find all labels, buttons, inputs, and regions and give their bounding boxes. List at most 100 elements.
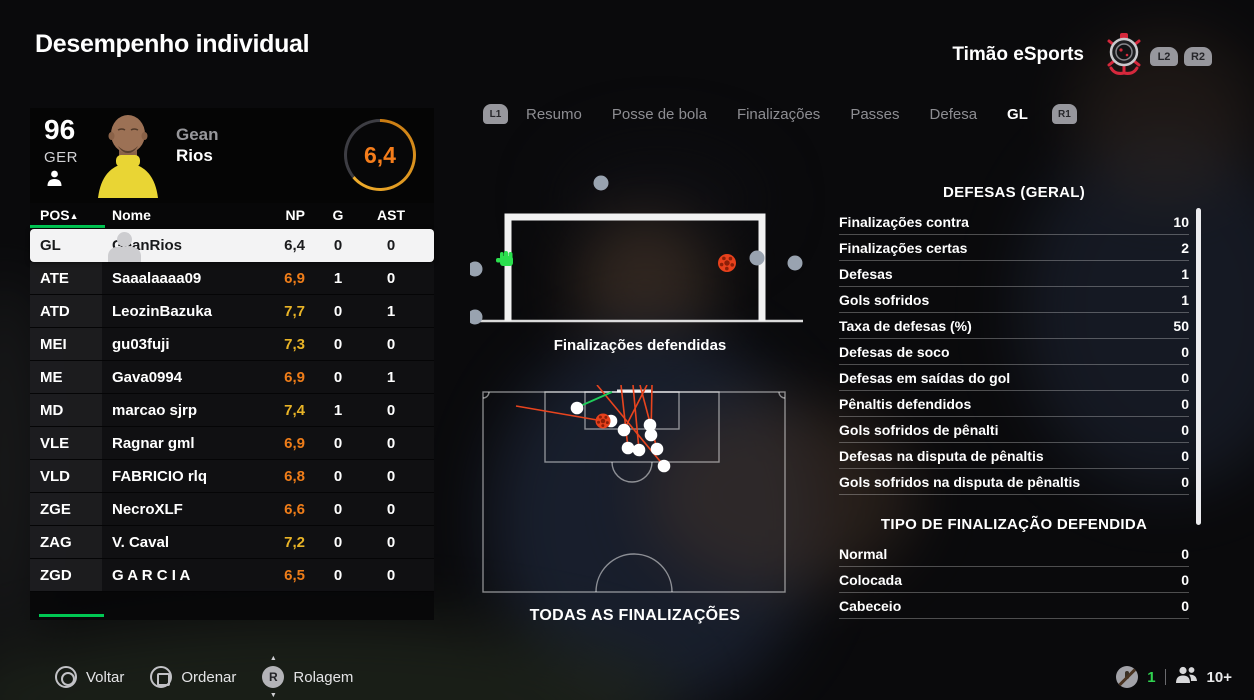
voice-muted-icon [1116,666,1139,688]
table-row[interactable]: ATE Saaalaaaa09 6,9 1 0 [30,262,434,295]
column-name[interactable]: Nome [112,207,151,223]
cell-np: 6,9 [284,368,305,386]
team-name: Timão eSports [952,44,1084,65]
team-crest-icon [1101,31,1147,84]
tab-defesa[interactable]: Defesa [929,105,978,123]
stat-label: Pênaltis defendidos [839,395,972,412]
shot-location-marker [650,442,664,456]
stat-value: 0 [1181,473,1189,490]
table-row[interactable]: VLE Ragnar gml 6,9 0 0 [30,427,434,460]
cell-g: 0 [333,335,343,353]
player-position: GER [44,149,79,166]
match-rating-ring: 6,4 [344,119,416,191]
stat-label: Finalizações certas [839,239,968,256]
cell-ast: 0 [386,566,396,584]
ball-marker-icon [595,413,611,429]
cell-np: 6,8 [284,467,305,485]
cell-name: FABRICIO rlq [112,467,208,485]
stat-row: Gols sofridos de pênalti 0 [839,417,1189,443]
table-row[interactable]: ZAG V. Caval 7,2 0 0 [30,526,434,559]
tab-bar: L1 Resumo Posse de bola Finalizações Passes… [483,104,1077,124]
tab-finaliza-es[interactable]: Finalizações [736,105,821,123]
missed-shot-marker [470,261,483,277]
scroll-button[interactable]: R Rolagem [262,666,353,688]
cell-name: Gava0994 [112,368,183,386]
l2-button-icon: L2 [1150,47,1178,66]
tab-list: Resumo Posse de bola Finalizações Passes Def… [526,106,1028,123]
stat-value: 0 [1181,571,1189,588]
stat-row: Defesas de soco 0 [839,339,1189,365]
cell-ast: 0 [386,335,396,353]
column-pos[interactable]: POS▲ [40,207,79,223]
all-shots-pitch-diagram [482,385,786,593]
stat-label: Defesas de soco [839,343,950,360]
player-last-name: Rios [176,146,213,165]
r2-button-icon: R2 [1184,47,1212,66]
stats-scrollbar[interactable] [1196,208,1201,525]
stat-label: Normal [839,545,888,562]
cell-pos: GL [40,237,61,254]
cell-pos: MEI [30,328,102,360]
stat-label: Colocada [839,571,903,588]
column-np[interactable]: NP [285,207,305,223]
shot-location-marker [657,459,671,473]
l1-button-icon: L1 [483,104,508,124]
square-button-icon [150,666,173,688]
cell-g: 0 [333,500,343,518]
cell-name: LeozinBazuka [112,302,213,320]
cell-np: 6,6 [284,500,305,518]
match-rating-value: 6,4 [347,122,413,188]
table-row[interactable]: GL GeanRios 6,4 0 0 [30,229,434,262]
stat-row: Gols sofridos 1 [839,287,1189,313]
cell-pos: MD [30,394,102,426]
back-button[interactable]: Voltar [55,666,124,688]
stat-value: 2 [1181,239,1189,256]
tab-posse-de-bola[interactable]: Posse de bola [611,105,707,123]
cell-ast: 0 [386,500,396,518]
divider [1164,669,1166,685]
column-ast[interactable]: AST [377,207,405,223]
cell-g: 0 [333,566,343,584]
cell-np: 6,9 [284,269,305,287]
stats-sections: DEFESAS (GERAL) Finalizações contra 10 Fina… [839,184,1189,619]
cell-ast: 0 [386,533,396,551]
sort-arrow-icon: ▲ [69,211,79,221]
cell-pos: ME [30,361,102,393]
table-row[interactable]: ME Gava0994 6,9 0 1 [30,361,434,394]
column-g[interactable]: G [332,207,344,223]
sort-label: Ordenar [181,668,237,686]
glove-save-icon [496,251,513,266]
stat-label: Cabeceio [839,597,902,614]
muted-count: 1 [1147,668,1156,686]
shot-trajectory-line [623,385,648,431]
stat-label: Gols sofridos de pênalti [839,421,999,438]
stat-value: 0 [1181,395,1189,412]
cell-g: 1 [333,401,343,419]
stat-row: Finalizações contra 10 [839,209,1189,235]
table-row[interactable]: MD marcao sjrp 7,4 1 0 [30,394,434,427]
cell-ast: 0 [386,269,396,287]
stat-value: 0 [1181,545,1189,562]
tab-passes[interactable]: Passes [850,105,900,123]
cell-np: 6,9 [284,434,305,452]
sort-button[interactable]: Ordenar [150,666,236,688]
table-row[interactable]: MEI gu03fuji 7,3 0 0 [30,328,434,361]
table-row[interactable]: VLD FABRICIO rlq 6,8 0 0 [30,460,434,493]
shot-location-marker [617,423,631,437]
stat-label: Taxa de defesas (%) [839,317,972,334]
stat-row: Cabeceio 0 [839,593,1189,619]
table-row[interactable]: ZGE NecroXLF 6,6 0 0 [30,493,434,526]
table-row[interactable]: ATD LeozinBazuka 7,7 0 1 [30,295,434,328]
table-row[interactable]: ZGD G A R C I A 6,5 0 0 [30,559,434,592]
tab-resumo[interactable]: Resumo [526,105,582,123]
background-blur [645,400,915,590]
cell-g: 0 [333,533,343,551]
tab-gl[interactable]: GL [1007,105,1028,123]
footer-status: 1 10+ [1116,666,1232,688]
stat-value: 0 [1181,597,1189,614]
missed-shot-marker [593,175,609,191]
panel-accent-line [39,614,104,617]
footer-hints: Voltar Ordenar R Rolagem [55,666,353,688]
background-blur [1020,130,1254,490]
